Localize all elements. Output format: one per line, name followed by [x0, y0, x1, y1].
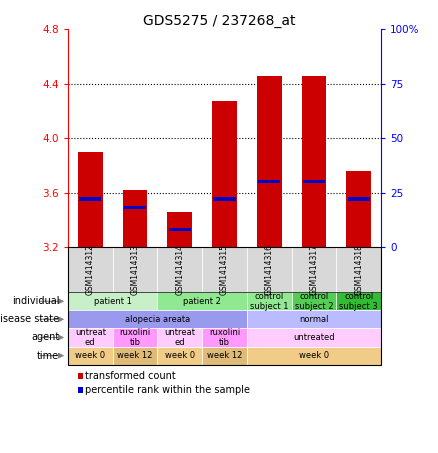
Text: GSM1414312: GSM1414312	[86, 244, 95, 295]
Bar	[303, 180, 325, 183]
Bar	[124, 206, 146, 209]
Text: control
subject 1: control subject 1	[250, 292, 289, 311]
Bar	[79, 198, 101, 201]
Bar	[78, 152, 102, 247]
Text: untreat
ed: untreat ed	[75, 328, 106, 347]
Text: normal: normal	[299, 315, 328, 324]
Text: week 12: week 12	[117, 351, 153, 360]
Text: GSM1414313: GSM1414313	[131, 244, 139, 295]
Text: untreated: untreated	[293, 333, 335, 342]
Text: patient 1: patient 1	[94, 297, 131, 306]
Bar	[169, 228, 191, 231]
Bar	[348, 198, 370, 201]
Text: control
subject 2: control subject 2	[295, 292, 333, 311]
Text: GSM1414317: GSM1414317	[310, 244, 318, 295]
Text: GSM1414316: GSM1414316	[265, 244, 274, 295]
Text: week 12: week 12	[207, 351, 242, 360]
Text: ruxolini
tib: ruxolini tib	[209, 328, 240, 347]
Text: individual: individual	[12, 296, 59, 306]
Bar	[212, 101, 237, 247]
Bar	[258, 180, 280, 183]
Text: week 0: week 0	[165, 351, 195, 360]
Bar	[167, 212, 192, 247]
Text: time: time	[37, 351, 59, 361]
Text: agent: agent	[31, 333, 59, 342]
Text: percentile rank within the sample: percentile rank within the sample	[85, 385, 251, 395]
Bar	[302, 76, 326, 247]
Text: control
subject 3: control subject 3	[339, 292, 378, 311]
Bar	[213, 198, 236, 201]
Text: GSM1414315: GSM1414315	[220, 244, 229, 295]
Text: patient 2: patient 2	[183, 297, 221, 306]
Text: week 0: week 0	[75, 351, 105, 360]
Text: disease state: disease state	[0, 314, 59, 324]
Text: GSM1414318: GSM1414318	[354, 244, 363, 295]
Bar	[123, 190, 147, 247]
Text: GSM1414314: GSM1414314	[175, 244, 184, 295]
Text: ruxolini
tib: ruxolini tib	[120, 328, 151, 347]
Text: transformed count: transformed count	[85, 371, 176, 381]
Text: untreat
ed: untreat ed	[164, 328, 195, 347]
Bar	[346, 171, 371, 247]
Bar	[257, 76, 282, 247]
Text: GDS5275 / 237268_at: GDS5275 / 237268_at	[143, 14, 295, 28]
Text: alopecia areata: alopecia areata	[125, 315, 190, 324]
Text: week 0: week 0	[299, 351, 329, 360]
